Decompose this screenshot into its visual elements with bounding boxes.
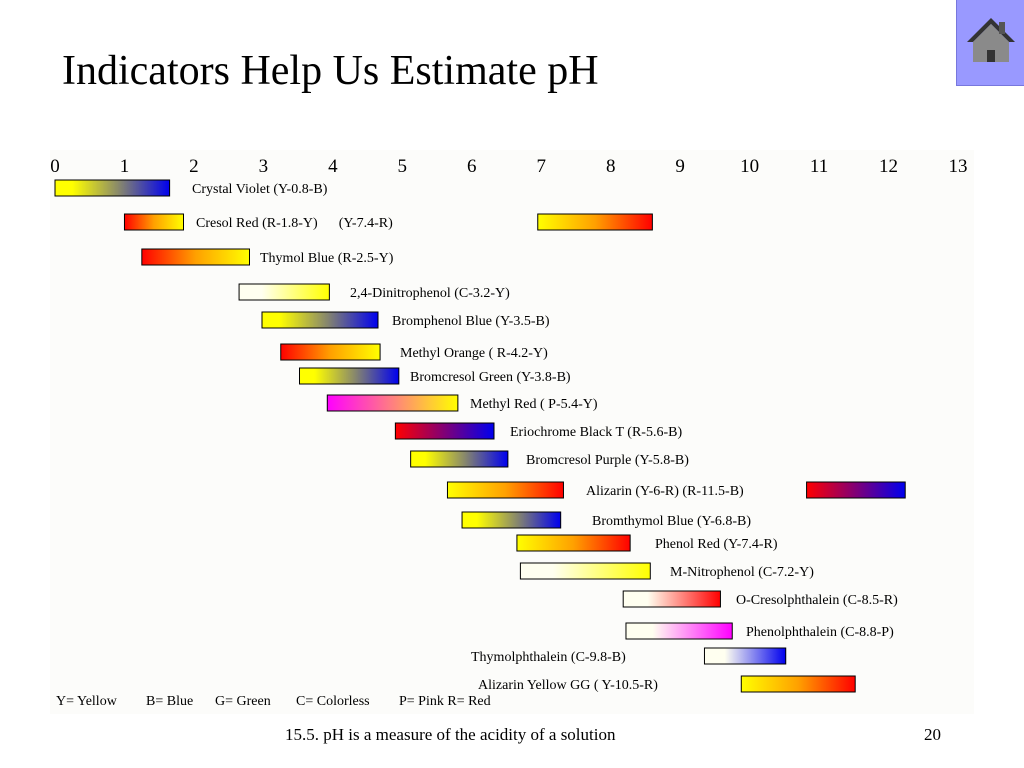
indicator-label: 2,4-Dinitrophenol (C-3.2-Y) bbox=[350, 286, 510, 301]
indicator-label: Thymolphthalein (C-9.8-B) bbox=[471, 650, 626, 665]
indicator-bar bbox=[461, 511, 562, 529]
indicator-bar bbox=[622, 590, 721, 608]
indicator-label: Phenolphthalein (C-8.8-P) bbox=[746, 625, 894, 640]
x-tick-label: 11 bbox=[810, 156, 828, 177]
indicator-label: M-Nitrophenol (C-7.2-Y) bbox=[670, 565, 814, 580]
indicator-bar bbox=[238, 283, 330, 301]
indicator-label: Thymol Blue (R-2.5-Y) bbox=[260, 251, 394, 266]
indicator-bar bbox=[519, 562, 651, 580]
x-tick-label: 7 bbox=[536, 156, 546, 177]
indicator-bar bbox=[394, 422, 495, 440]
indicator-bar bbox=[446, 481, 564, 499]
indicator-bar bbox=[516, 534, 631, 552]
indicator-label: Bromthymol Blue (Y-6.8-B) bbox=[592, 514, 751, 529]
indicator-label: Alizarin (Y-6-R) (R-11.5-B) bbox=[586, 484, 744, 499]
indicator-bar bbox=[326, 394, 459, 412]
indicator-label: Methyl Orange ( R-4.2-Y) bbox=[400, 346, 548, 361]
home-icon bbox=[967, 18, 1015, 62]
indicator-bar bbox=[123, 213, 185, 231]
indicator-bar bbox=[280, 343, 381, 361]
page-title: Indicators Help Us Estimate pH bbox=[62, 48, 599, 94]
legend-entry: C= Colorless bbox=[296, 694, 370, 709]
indicator-bar bbox=[54, 179, 171, 197]
x-tick-label: 1 bbox=[120, 156, 130, 177]
indicator-label: Bromcresol Green (Y-3.8-B) bbox=[410, 370, 571, 385]
x-tick-label: 5 bbox=[398, 156, 408, 177]
indicator-bar bbox=[625, 622, 733, 640]
x-tick-label: 4 bbox=[328, 156, 338, 177]
x-tick-label: 9 bbox=[675, 156, 685, 177]
indicator-bar bbox=[537, 213, 653, 231]
x-tick-label: 8 bbox=[606, 156, 616, 177]
x-tick-label: 2 bbox=[189, 156, 199, 177]
indicator-label: Phenol Red (Y-7.4-R) bbox=[655, 537, 778, 552]
indicator-bar bbox=[740, 675, 856, 693]
x-tick-label: 6 bbox=[467, 156, 477, 177]
indicator-bar bbox=[261, 311, 379, 329]
legend-entry: Y= Yellow bbox=[56, 694, 118, 709]
legend-entry: G= Green bbox=[215, 694, 271, 709]
x-tick-label: 13 bbox=[949, 156, 968, 177]
indicator-bar bbox=[410, 450, 509, 468]
x-tick-label: 12 bbox=[879, 156, 898, 177]
indicator-label: Bromphenol Blue (Y-3.5-B) bbox=[392, 314, 550, 329]
indicator-label: Crystal Violet (Y-0.8-B) bbox=[192, 182, 328, 197]
indicator-label: Methyl Red ( P-5.4-Y) bbox=[470, 397, 598, 412]
indicator-bar bbox=[299, 367, 400, 385]
indicator-bar bbox=[141, 248, 250, 266]
indicator-chart: 0 1 2 3 4 5 6 7 8 9 10 11 12 13 Crystal Violet (Y-0.8-… bbox=[50, 150, 974, 714]
legend-entry: B= Blue bbox=[146, 694, 193, 709]
slide-number: 20 bbox=[924, 725, 941, 744]
indicator-bar bbox=[703, 647, 787, 665]
x-tick-label: 10 bbox=[740, 156, 759, 177]
indicator-label: Alizarin Yellow GG ( Y-10.5-R) bbox=[478, 678, 658, 693]
indicator-bar bbox=[806, 481, 906, 499]
indicator-label: Bromcresol Purple (Y-5.8-B) bbox=[526, 453, 689, 468]
home-button[interactable] bbox=[956, 0, 1024, 86]
x-tick-label: 0 bbox=[50, 156, 60, 177]
x-tick-label: 3 bbox=[259, 156, 269, 177]
footer-caption: 15.5. pH is a measure of the acidity of … bbox=[285, 725, 616, 744]
indicator-label: Eriochrome Black T (R-5.6-B) bbox=[510, 425, 682, 440]
indicator-label: Cresol Red (R-1.8-Y) (Y-7.4-R) bbox=[196, 216, 393, 231]
legend-entry: P= Pink R= Red bbox=[399, 694, 491, 709]
indicator-label: O-Cresolphthalein (C-8.5-R) bbox=[736, 593, 898, 608]
